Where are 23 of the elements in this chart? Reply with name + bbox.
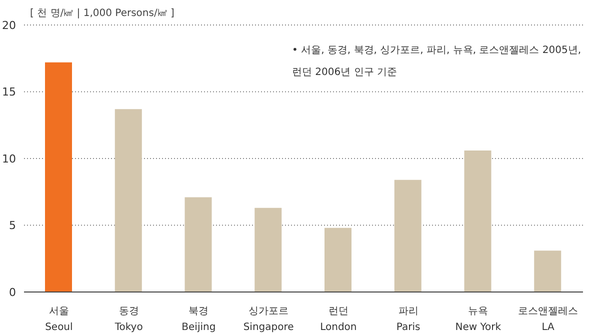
bar <box>324 228 352 292</box>
x-tick-label: 싱가포르 Singapore <box>243 306 294 333</box>
y-tick-label: 15 <box>2 86 16 99</box>
x-tick-label: 파리 Paris <box>396 306 420 333</box>
bar <box>184 197 212 292</box>
bar <box>534 250 562 292</box>
bar <box>254 208 282 292</box>
x-tick-label: 로스앤젤레스 LA <box>518 306 578 333</box>
x-tick-label: 북경 Beijing <box>182 306 216 333</box>
annotation: • 서울, 동경, 북경, 싱가포르, 파리, 뉴욕, 로스앤젤레스 2005년, 런던 2006년 인구 기준 <box>292 44 582 80</box>
bar <box>394 180 422 292</box>
y-tick-label: 20 <box>2 18 16 32</box>
x-tick-label: 동경 Tokyo <box>114 306 143 333</box>
bar <box>45 62 72 292</box>
y-axis-title: [ 천 명/㎢ | 1,000 Persons/㎢ ] <box>30 7 174 20</box>
x-tick-label: 런던 London <box>320 306 357 333</box>
x-tick-label: 서울 Seoul <box>45 306 73 333</box>
bar <box>464 150 492 292</box>
y-tick-label: 10 <box>2 152 16 166</box>
x-tick-label: 뉴욕 New York <box>455 306 502 333</box>
y-tick-label: 0 <box>9 286 16 299</box>
y-tick-label: 5 <box>9 219 16 232</box>
bar <box>114 109 142 292</box>
